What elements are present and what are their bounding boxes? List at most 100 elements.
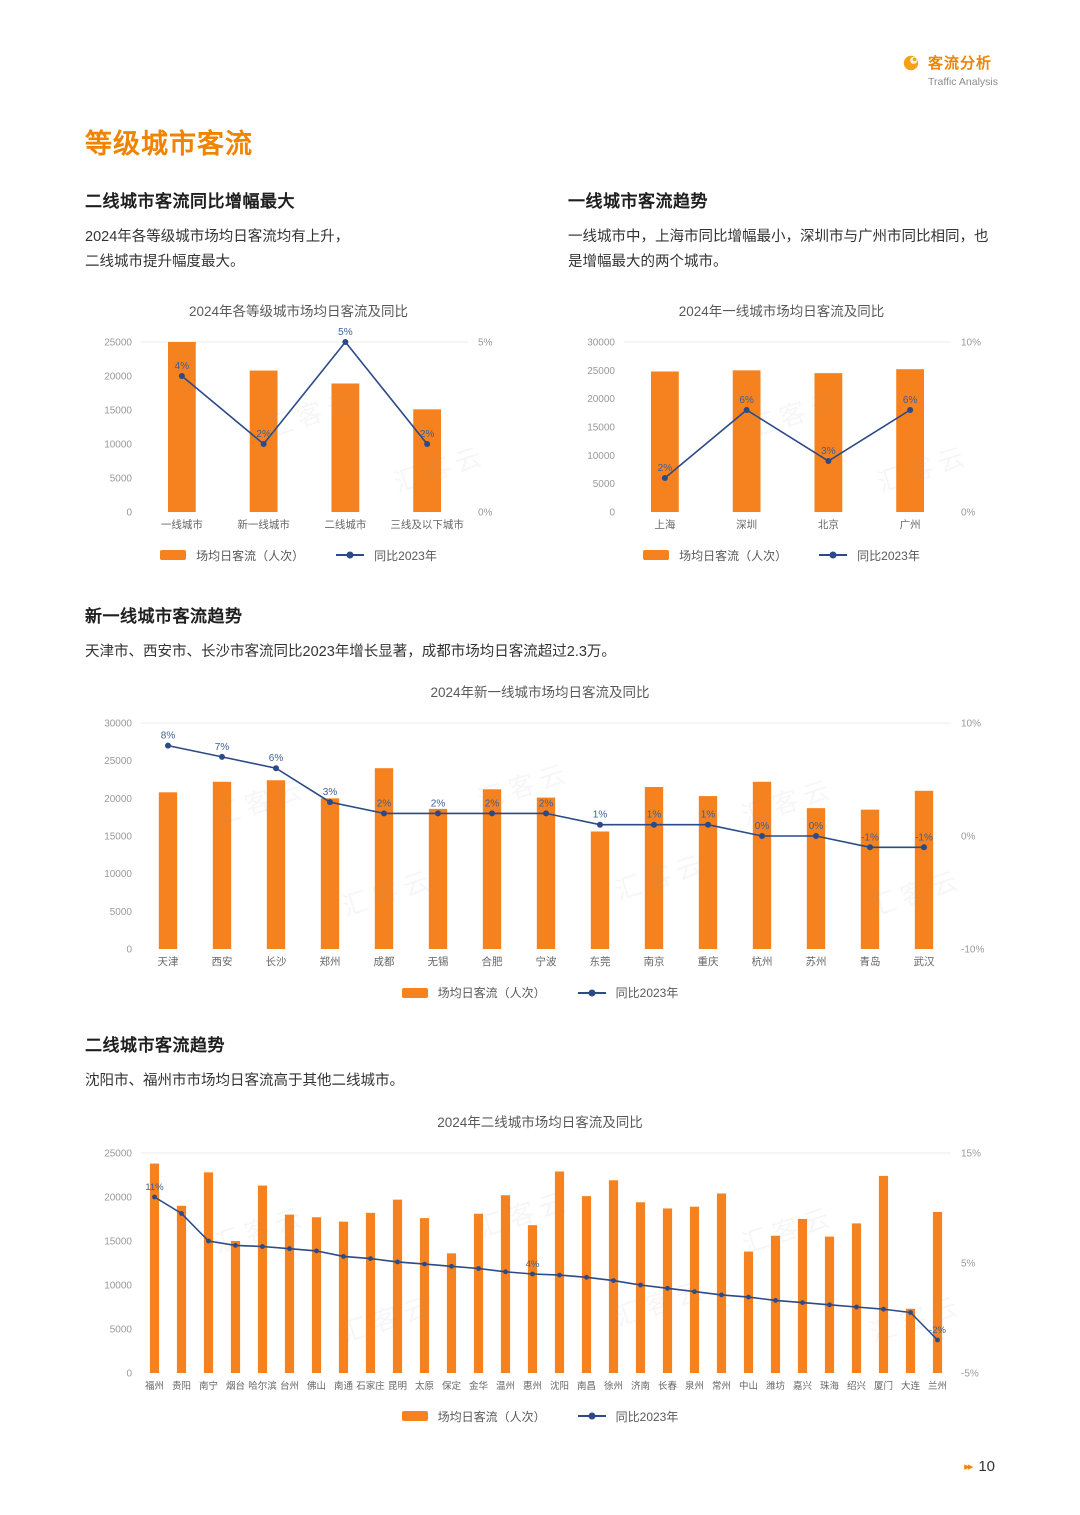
svg-text:温州: 温州 bbox=[496, 1381, 515, 1392]
svg-text:30000: 30000 bbox=[587, 337, 615, 348]
svg-text:15000: 15000 bbox=[104, 405, 132, 416]
svg-text:无锡: 无锡 bbox=[428, 955, 449, 968]
svg-text:成都: 成都 bbox=[374, 956, 395, 968]
bar-legend-label: 场均日客流（人次） bbox=[437, 1409, 546, 1424]
svg-text:泉州: 泉州 bbox=[685, 1380, 704, 1392]
svg-text:三线及以下城市: 三线及以下城市 bbox=[390, 518, 464, 531]
svg-text:金华: 金华 bbox=[469, 1380, 489, 1392]
svg-text:20000: 20000 bbox=[104, 371, 132, 382]
svg-text:保定: 保定 bbox=[442, 1380, 462, 1392]
svg-text:深圳: 深圳 bbox=[736, 519, 757, 531]
svg-text:-1%: -1% bbox=[915, 832, 933, 843]
line-legend-swatch bbox=[819, 551, 848, 559]
svg-text:6%: 6% bbox=[739, 395, 754, 406]
svg-text:东莞: 东莞 bbox=[590, 955, 611, 968]
header-title-en: Traffic Analysis bbox=[927, 76, 998, 88]
svg-text:25000: 25000 bbox=[104, 756, 132, 767]
svg-text:南昌: 南昌 bbox=[577, 1380, 596, 1392]
svg-text:15000: 15000 bbox=[104, 832, 132, 843]
chart-title: 2024年二线城市场均日客流及同比 bbox=[437, 1114, 643, 1130]
svg-text:沈阳: 沈阳 bbox=[550, 1380, 569, 1392]
svg-text:台州: 台州 bbox=[280, 1380, 299, 1392]
svg-text:8%: 8% bbox=[161, 731, 176, 742]
line-legend-label: 同比2023年 bbox=[857, 548, 920, 563]
svg-text:0%: 0% bbox=[961, 832, 976, 843]
section-heading-tier2-trend: 二线城市客流趋势 bbox=[85, 1036, 225, 1056]
svg-text:厦门: 厦门 bbox=[874, 1380, 893, 1392]
svg-text:5%: 5% bbox=[961, 1258, 976, 1269]
svg-text:10%: 10% bbox=[961, 337, 981, 348]
svg-text:0%: 0% bbox=[755, 821, 770, 832]
svg-text:哈尔滨: 哈尔滨 bbox=[248, 1380, 277, 1392]
svg-text:-10%: -10% bbox=[961, 945, 984, 956]
svg-text:惠州: 惠州 bbox=[523, 1380, 542, 1392]
bar-legend-label: 场均日客流（人次） bbox=[679, 548, 788, 563]
svg-text:一线城市: 一线城市 bbox=[161, 518, 203, 531]
svg-text:5%: 5% bbox=[478, 337, 493, 348]
section-body-new-tier1-trend: 天津市、西安市、长沙市客流同比2023年增长显著，成都市场均日客流超过2.3万。 bbox=[85, 643, 616, 660]
svg-text:长春: 长春 bbox=[658, 1380, 678, 1392]
svg-text:10000: 10000 bbox=[104, 439, 132, 450]
svg-text:广州: 广州 bbox=[900, 519, 921, 531]
svg-text:-5%: -5% bbox=[961, 1368, 979, 1379]
svg-text:2%: 2% bbox=[539, 799, 554, 810]
chart-title: 2024年一线城市场均日客流及同比 bbox=[678, 303, 885, 319]
section-heading-tier1-trend: 一线城市客流趋势 bbox=[568, 192, 708, 211]
svg-text:11%: 11% bbox=[145, 1182, 164, 1193]
svg-text:10000: 10000 bbox=[104, 869, 132, 880]
svg-text:15000: 15000 bbox=[104, 1236, 132, 1247]
line-legend-label: 同比2023年 bbox=[615, 986, 679, 1001]
footer-arrows-icon: ▸▸ bbox=[964, 1461, 973, 1473]
svg-text:烟台: 烟台 bbox=[226, 1380, 245, 1392]
svg-text:合肥: 合肥 bbox=[482, 955, 503, 968]
svg-text:3%: 3% bbox=[323, 787, 338, 798]
svg-text:10%: 10% bbox=[961, 719, 981, 730]
svg-text:南宁: 南宁 bbox=[199, 1380, 218, 1392]
svg-text:5000: 5000 bbox=[110, 907, 133, 918]
chart-block-tier1-cities: 2024年一线城市场均日客流及同比 0 5000 10000 15000 20000 25… bbox=[568, 300, 995, 564]
svg-text:2%: 2% bbox=[377, 799, 392, 810]
svg-text:长沙: 长沙 bbox=[266, 956, 287, 968]
svg-text:25000: 25000 bbox=[587, 366, 615, 377]
bar-line-chart-tier2-cities: 0 5000 10000 15000 20000 25000 15% 5% -5% 11% 4% -2… bbox=[85, 1137, 995, 1399]
svg-text:20000: 20000 bbox=[587, 394, 615, 405]
line-legend-label: 同比2023年 bbox=[615, 1409, 679, 1424]
svg-text:4%: 4% bbox=[175, 361, 190, 372]
svg-text:上海: 上海 bbox=[654, 518, 675, 531]
svg-text:2%: 2% bbox=[485, 799, 500, 810]
header-brand: 客流分析 Traffic Analysis bbox=[902, 52, 998, 88]
section-heading-new-tier1-trend: 新一线城市客流趋势 bbox=[85, 606, 243, 626]
bar-legend-label: 场均日客流（人次） bbox=[437, 986, 546, 1001]
bar-line-chart-city-tiers: 0 5000 10000 15000 20000 25000 5% 0% 4% 2% 5% 2% 一线城… bbox=[85, 326, 512, 538]
svg-text:潍坊: 潍坊 bbox=[766, 1380, 786, 1392]
chart-block-city-tiers: 2024年各等级城市场均日客流及同比 0 5000 10000 15000 20000 2… bbox=[85, 300, 512, 564]
svg-text:南京: 南京 bbox=[644, 955, 665, 968]
svg-text:10000: 10000 bbox=[587, 451, 615, 462]
svg-text:-2%: -2% bbox=[929, 1325, 946, 1336]
line-legend-label: 同比2023年 bbox=[374, 548, 437, 563]
svg-text:20000: 20000 bbox=[104, 1192, 132, 1203]
svg-text:中山: 中山 bbox=[739, 1380, 758, 1392]
svg-text:绍兴: 绍兴 bbox=[847, 1380, 866, 1392]
header-title-cn: 客流分析 bbox=[927, 55, 992, 72]
svg-text:6%: 6% bbox=[903, 395, 918, 406]
line-legend-swatch bbox=[336, 551, 365, 559]
svg-text:15%: 15% bbox=[961, 1148, 981, 1159]
svg-text:杭州: 杭州 bbox=[752, 955, 773, 968]
page-title: 等级城市客流 bbox=[85, 129, 253, 159]
svg-text:1%: 1% bbox=[593, 810, 608, 821]
svg-text:二线城市: 二线城市 bbox=[324, 518, 366, 531]
svg-text:北京: 北京 bbox=[818, 518, 839, 531]
svg-text:0: 0 bbox=[126, 945, 132, 956]
section-body-tier1-trend: 一线城市中，上海市同比增幅最小，深圳市与广州市同比相同，也是增幅最大的两个城市。 bbox=[568, 229, 989, 271]
svg-text:0: 0 bbox=[609, 507, 615, 518]
svg-text:4%: 4% bbox=[526, 1259, 540, 1270]
chart-title: 2024年各等级城市场均日客流及同比 bbox=[188, 303, 409, 319]
svg-text:新一线城市: 新一线城市 bbox=[237, 518, 290, 531]
svg-text:佛山: 佛山 bbox=[307, 1380, 326, 1392]
svg-text:2%: 2% bbox=[256, 429, 271, 440]
column-right: 一线城市客流趋势 一线城市中，上海市同比增幅最小，深圳市与广州市同比相同，也是增… bbox=[568, 187, 995, 564]
svg-text:15000: 15000 bbox=[587, 422, 615, 433]
svg-text:昆明: 昆明 bbox=[388, 1381, 407, 1392]
